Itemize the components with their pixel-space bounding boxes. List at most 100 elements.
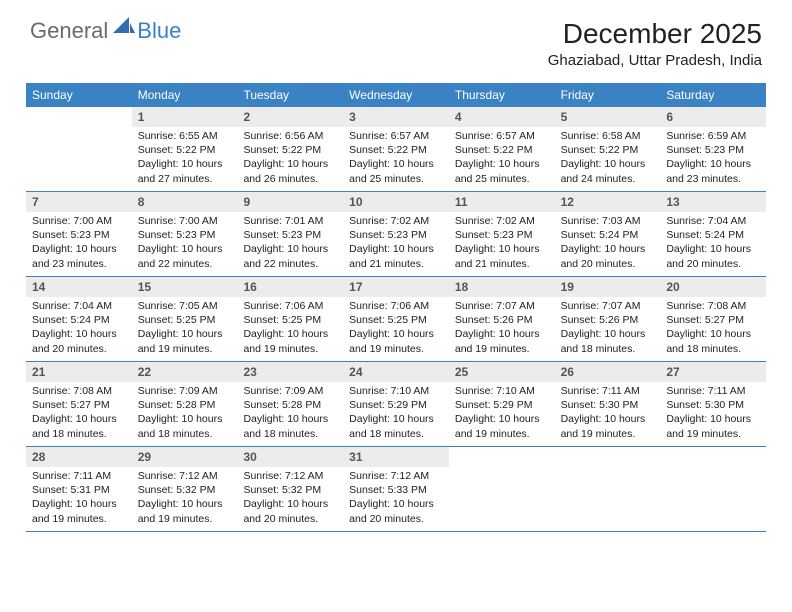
- sunset-text: Sunset: 5:22 PM: [561, 143, 655, 157]
- day-cell: 3Sunrise: 6:57 AMSunset: 5:22 PMDaylight…: [343, 107, 449, 191]
- day-body: Sunrise: 7:08 AMSunset: 5:27 PMDaylight:…: [660, 297, 766, 360]
- sunset-text: Sunset: 5:31 PM: [32, 483, 126, 497]
- day-cell: 30Sunrise: 7:12 AMSunset: 5:32 PMDayligh…: [237, 447, 343, 531]
- day-number: 15: [132, 277, 238, 297]
- day-body: Sunrise: 7:11 AMSunset: 5:31 PMDaylight:…: [26, 467, 132, 530]
- sunrise-text: Sunrise: 7:11 AM: [561, 384, 655, 398]
- sunset-text: Sunset: 5:32 PM: [138, 483, 232, 497]
- sunset-text: Sunset: 5:32 PM: [243, 483, 337, 497]
- logo-sail-icon: [113, 17, 135, 40]
- day-number: 29: [132, 447, 238, 467]
- location-text: Ghaziabad, Uttar Pradesh, India: [548, 52, 762, 69]
- day-cell: 17Sunrise: 7:06 AMSunset: 5:25 PMDayligh…: [343, 277, 449, 361]
- sunset-text: Sunset: 5:30 PM: [666, 398, 760, 412]
- sunset-text: Sunset: 5:27 PM: [32, 398, 126, 412]
- daylight-text: Daylight: 10 hours and 18 minutes.: [243, 412, 337, 440]
- day-number: 9: [237, 192, 343, 212]
- day-cell: 27Sunrise: 7:11 AMSunset: 5:30 PMDayligh…: [660, 362, 766, 446]
- day-body: Sunrise: 7:00 AMSunset: 5:23 PMDaylight:…: [132, 212, 238, 275]
- day-number: 1: [132, 107, 238, 127]
- sunrise-text: Sunrise: 7:02 AM: [349, 214, 443, 228]
- day-body: Sunrise: 7:08 AMSunset: 5:27 PMDaylight:…: [26, 382, 132, 445]
- week-row: 28Sunrise: 7:11 AMSunset: 5:31 PMDayligh…: [26, 447, 766, 532]
- day-body: Sunrise: 7:05 AMSunset: 5:25 PMDaylight:…: [132, 297, 238, 360]
- sunset-text: Sunset: 5:23 PM: [138, 228, 232, 242]
- sunrise-text: Sunrise: 7:02 AM: [455, 214, 549, 228]
- month-title: December 2025: [548, 18, 762, 50]
- day-number: 22: [132, 362, 238, 382]
- sunset-text: Sunset: 5:28 PM: [243, 398, 337, 412]
- daylight-text: Daylight: 10 hours and 21 minutes.: [349, 242, 443, 270]
- day-cell: 4Sunrise: 6:57 AMSunset: 5:22 PMDaylight…: [449, 107, 555, 191]
- day-cell: 19Sunrise: 7:07 AMSunset: 5:26 PMDayligh…: [555, 277, 661, 361]
- week-row: 1Sunrise: 6:55 AMSunset: 5:22 PMDaylight…: [26, 107, 766, 192]
- day-body: Sunrise: 7:11 AMSunset: 5:30 PMDaylight:…: [660, 382, 766, 445]
- sunset-text: Sunset: 5:22 PM: [138, 143, 232, 157]
- sunset-text: Sunset: 5:25 PM: [138, 313, 232, 327]
- day-cell: 11Sunrise: 7:02 AMSunset: 5:23 PMDayligh…: [449, 192, 555, 276]
- day-body: Sunrise: 6:58 AMSunset: 5:22 PMDaylight:…: [555, 127, 661, 190]
- day-cell: 6Sunrise: 6:59 AMSunset: 5:23 PMDaylight…: [660, 107, 766, 191]
- daylight-text: Daylight: 10 hours and 22 minutes.: [138, 242, 232, 270]
- sunset-text: Sunset: 5:25 PM: [243, 313, 337, 327]
- daylight-text: Daylight: 10 hours and 22 minutes.: [243, 242, 337, 270]
- day-body: Sunrise: 7:02 AMSunset: 5:23 PMDaylight:…: [449, 212, 555, 275]
- day-cell: 26Sunrise: 7:11 AMSunset: 5:30 PMDayligh…: [555, 362, 661, 446]
- day-number: 18: [449, 277, 555, 297]
- day-body: Sunrise: 7:01 AMSunset: 5:23 PMDaylight:…: [237, 212, 343, 275]
- sunset-text: Sunset: 5:27 PM: [666, 313, 760, 327]
- sunset-text: Sunset: 5:22 PM: [243, 143, 337, 157]
- sunrise-text: Sunrise: 7:04 AM: [666, 214, 760, 228]
- day-body: Sunrise: 7:06 AMSunset: 5:25 PMDaylight:…: [237, 297, 343, 360]
- day-cell: 20Sunrise: 7:08 AMSunset: 5:27 PMDayligh…: [660, 277, 766, 361]
- day-number: 5: [555, 107, 661, 127]
- day-number: 7: [26, 192, 132, 212]
- day-cell: 18Sunrise: 7:07 AMSunset: 5:26 PMDayligh…: [449, 277, 555, 361]
- sunset-text: Sunset: 5:29 PM: [349, 398, 443, 412]
- sunrise-text: Sunrise: 7:05 AM: [138, 299, 232, 313]
- day-cell: 2Sunrise: 6:56 AMSunset: 5:22 PMDaylight…: [237, 107, 343, 191]
- header: General Blue December 2025 Ghaziabad, Ut…: [0, 0, 792, 77]
- sunset-text: Sunset: 5:23 PM: [243, 228, 337, 242]
- day-cell: 16Sunrise: 7:06 AMSunset: 5:25 PMDayligh…: [237, 277, 343, 361]
- day-body: Sunrise: 6:59 AMSunset: 5:23 PMDaylight:…: [660, 127, 766, 190]
- daylight-text: Daylight: 10 hours and 19 minutes.: [138, 327, 232, 355]
- day-number: 13: [660, 192, 766, 212]
- day-body: Sunrise: 6:56 AMSunset: 5:22 PMDaylight:…: [237, 127, 343, 190]
- sunrise-text: Sunrise: 7:11 AM: [666, 384, 760, 398]
- day-cell: [26, 107, 132, 191]
- day-cell: 29Sunrise: 7:12 AMSunset: 5:32 PMDayligh…: [132, 447, 238, 531]
- day-cell: 22Sunrise: 7:09 AMSunset: 5:28 PMDayligh…: [132, 362, 238, 446]
- day-header-tuesday: Tuesday: [237, 83, 343, 107]
- day-cell: 10Sunrise: 7:02 AMSunset: 5:23 PMDayligh…: [343, 192, 449, 276]
- sunset-text: Sunset: 5:24 PM: [666, 228, 760, 242]
- day-body: Sunrise: 7:12 AMSunset: 5:32 PMDaylight:…: [237, 467, 343, 530]
- day-number: 3: [343, 107, 449, 127]
- day-number: [660, 447, 766, 467]
- sunrise-text: Sunrise: 7:03 AM: [561, 214, 655, 228]
- sunrise-text: Sunrise: 7:00 AM: [138, 214, 232, 228]
- daylight-text: Daylight: 10 hours and 20 minutes.: [349, 497, 443, 525]
- sunset-text: Sunset: 5:30 PM: [561, 398, 655, 412]
- day-header-thursday: Thursday: [449, 83, 555, 107]
- day-body: Sunrise: 7:10 AMSunset: 5:29 PMDaylight:…: [343, 382, 449, 445]
- daylight-text: Daylight: 10 hours and 19 minutes.: [455, 327, 549, 355]
- sunrise-text: Sunrise: 7:10 AM: [455, 384, 549, 398]
- sunrise-text: Sunrise: 6:57 AM: [349, 129, 443, 143]
- daylight-text: Daylight: 10 hours and 23 minutes.: [32, 242, 126, 270]
- day-cell: 25Sunrise: 7:10 AMSunset: 5:29 PMDayligh…: [449, 362, 555, 446]
- day-cell: 23Sunrise: 7:09 AMSunset: 5:28 PMDayligh…: [237, 362, 343, 446]
- daylight-text: Daylight: 10 hours and 25 minutes.: [455, 157, 549, 185]
- daylight-text: Daylight: 10 hours and 20 minutes.: [243, 497, 337, 525]
- day-body: Sunrise: 7:07 AMSunset: 5:26 PMDaylight:…: [555, 297, 661, 360]
- logo-text-general: General: [30, 18, 108, 44]
- daylight-text: Daylight: 10 hours and 19 minutes.: [349, 327, 443, 355]
- sunrise-text: Sunrise: 7:04 AM: [32, 299, 126, 313]
- sunrise-text: Sunrise: 7:01 AM: [243, 214, 337, 228]
- sunset-text: Sunset: 5:26 PM: [561, 313, 655, 327]
- sunrise-text: Sunrise: 6:59 AM: [666, 129, 760, 143]
- logo: General Blue: [30, 18, 181, 44]
- day-body: Sunrise: 7:10 AMSunset: 5:29 PMDaylight:…: [449, 382, 555, 445]
- day-body: Sunrise: 6:57 AMSunset: 5:22 PMDaylight:…: [343, 127, 449, 190]
- sunset-text: Sunset: 5:23 PM: [455, 228, 549, 242]
